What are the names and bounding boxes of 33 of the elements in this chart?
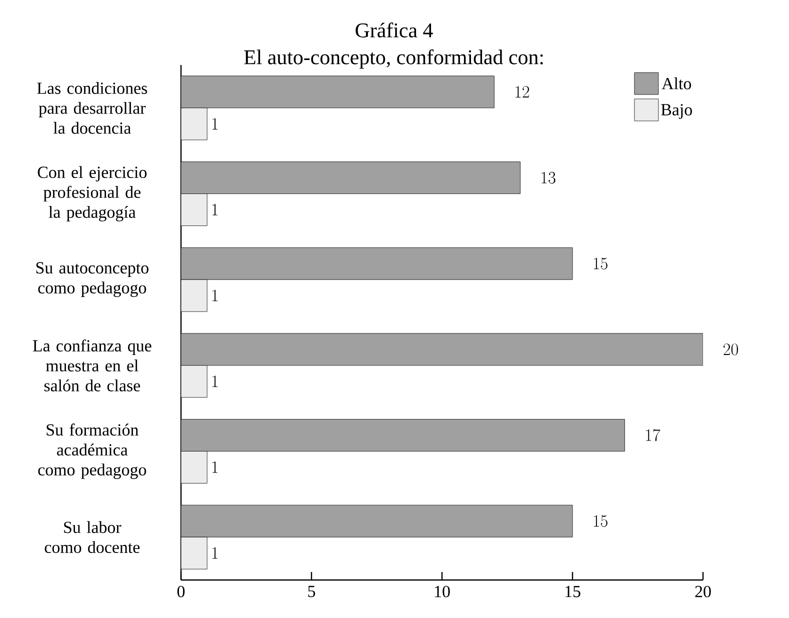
data-label: 13 [542,172,556,184]
legend-label: Bajo [661,104,692,119]
data-label: 1 [212,118,218,130]
y-tick-label: La confianza que muestra en el salón de clase [32,339,152,392]
chart-title: Gráfica 4 [356,22,433,38]
legend-label: Alto [662,77,692,90]
data-label: 1 [212,204,218,216]
data-label: 1 [212,547,218,559]
x-tick-label: 0 [177,586,185,598]
bar [181,279,208,312]
data-label: 15 [594,515,608,527]
y-tick-label: Con el ejercicio profesional de la pedagogía [38,166,147,222]
x-tick-label: 20 [695,586,711,598]
x-tick-label: 10 [435,586,450,598]
y-tick-label: Las condiciones para desarrollar la docencia [37,82,148,134]
y-tick-label: Su labor como docente [44,521,140,554]
chart-subtitle: El auto-concepto, conformidad con: [244,49,543,69]
x-tick-label: 5 [308,586,316,598]
data-label: 1 [212,290,218,302]
y-tick-label: Su formación académica como pedagogo [38,424,146,479]
data-label: 1 [212,376,218,387]
data-label: 1 [212,461,218,473]
bar [181,194,208,226]
bar [181,108,208,140]
data-label: 20 [724,344,738,356]
bar [181,451,208,484]
data-label: 17 [646,429,660,442]
bar [181,536,208,570]
x-tick-label: 15 [566,586,580,598]
data-label: 15 [594,258,608,270]
data-label: 12 [516,86,530,98]
bar [181,365,208,398]
y-tick-label: Su autoconcepto como pedagogo [36,262,148,297]
